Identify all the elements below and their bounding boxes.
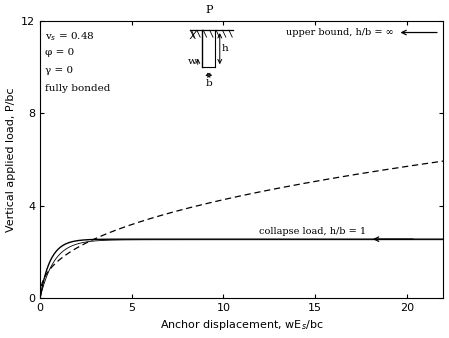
Y-axis label: Vertical applied load, P/bc: Vertical applied load, P/bc	[5, 87, 16, 232]
X-axis label: Anchor displacement, wE$_s$/bc: Anchor displacement, wE$_s$/bc	[160, 318, 324, 333]
Text: h: h	[222, 44, 229, 53]
Text: φ = 0: φ = 0	[45, 48, 74, 57]
Text: v$_s$ = 0.48: v$_s$ = 0.48	[45, 30, 95, 43]
Text: γ = 0: γ = 0	[45, 66, 73, 75]
Text: w: w	[187, 57, 196, 66]
Text: collapse load, h/b = 1: collapse load, h/b = 1	[260, 227, 366, 236]
Text: X: X	[189, 31, 196, 41]
Text: fully bonded: fully bonded	[45, 84, 110, 93]
Text: P: P	[205, 5, 212, 15]
Text: upper bound, h/b = ∞: upper bound, h/b = ∞	[286, 28, 394, 37]
Text: b: b	[205, 79, 212, 88]
